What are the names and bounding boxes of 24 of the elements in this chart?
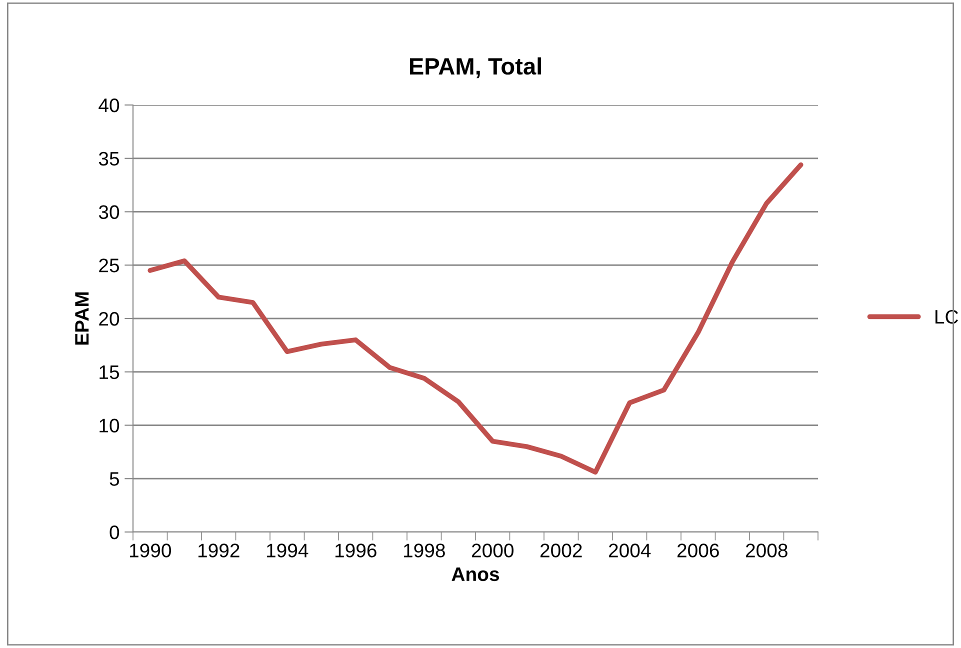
x-tick-label: 2006 — [677, 544, 719, 558]
y-tick-label: 10 — [100, 418, 120, 432]
x-tick-label: 1998 — [404, 544, 445, 558]
y-tick-label: 15 — [100, 366, 119, 380]
x-tick-label: 1994 — [266, 544, 308, 558]
x-tick-label: 2000 — [472, 544, 514, 558]
line-series — [148, 162, 804, 475]
y-tick-label: 0 — [110, 525, 120, 540]
chart-title: EPAM, Total — [410, 57, 541, 78]
y-tick-label: 25 — [99, 258, 119, 272]
y-tick-label: 30 — [98, 205, 120, 219]
x-tick-label: 1992 — [198, 544, 240, 558]
x-axis-title: Anos — [452, 568, 500, 582]
y-axis-title: EPAM — [75, 292, 89, 345]
x-tick-label: 1990 — [130, 544, 171, 558]
legend-label: LC — [936, 310, 958, 324]
x-tick-label: 2002 — [540, 544, 582, 558]
y-tick-label: 5 — [110, 472, 119, 486]
y-tick-label: 20 — [99, 312, 120, 326]
y-tick-label: 40 — [98, 98, 120, 112]
x-tick-label: 2008 — [746, 544, 788, 558]
x-tick-label: 1996 — [335, 544, 376, 558]
x-tick-label: 2004 — [608, 544, 651, 558]
y-tick-label: 35 — [98, 152, 119, 166]
